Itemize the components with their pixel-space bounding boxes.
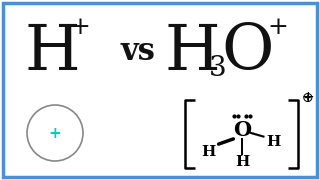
Text: H: H (201, 145, 215, 159)
Text: +: + (302, 91, 314, 105)
Text: +: + (49, 125, 61, 141)
Text: 3: 3 (209, 55, 227, 82)
Text: H: H (235, 155, 249, 169)
Text: O: O (222, 21, 274, 83)
Text: O: O (233, 120, 251, 140)
Text: +: + (69, 17, 91, 39)
Text: H: H (24, 21, 80, 83)
Text: H: H (266, 135, 280, 149)
Text: ⊕: ⊕ (302, 91, 314, 105)
Text: +: + (268, 17, 288, 39)
Text: vs: vs (121, 37, 156, 68)
Text: H: H (164, 21, 220, 83)
